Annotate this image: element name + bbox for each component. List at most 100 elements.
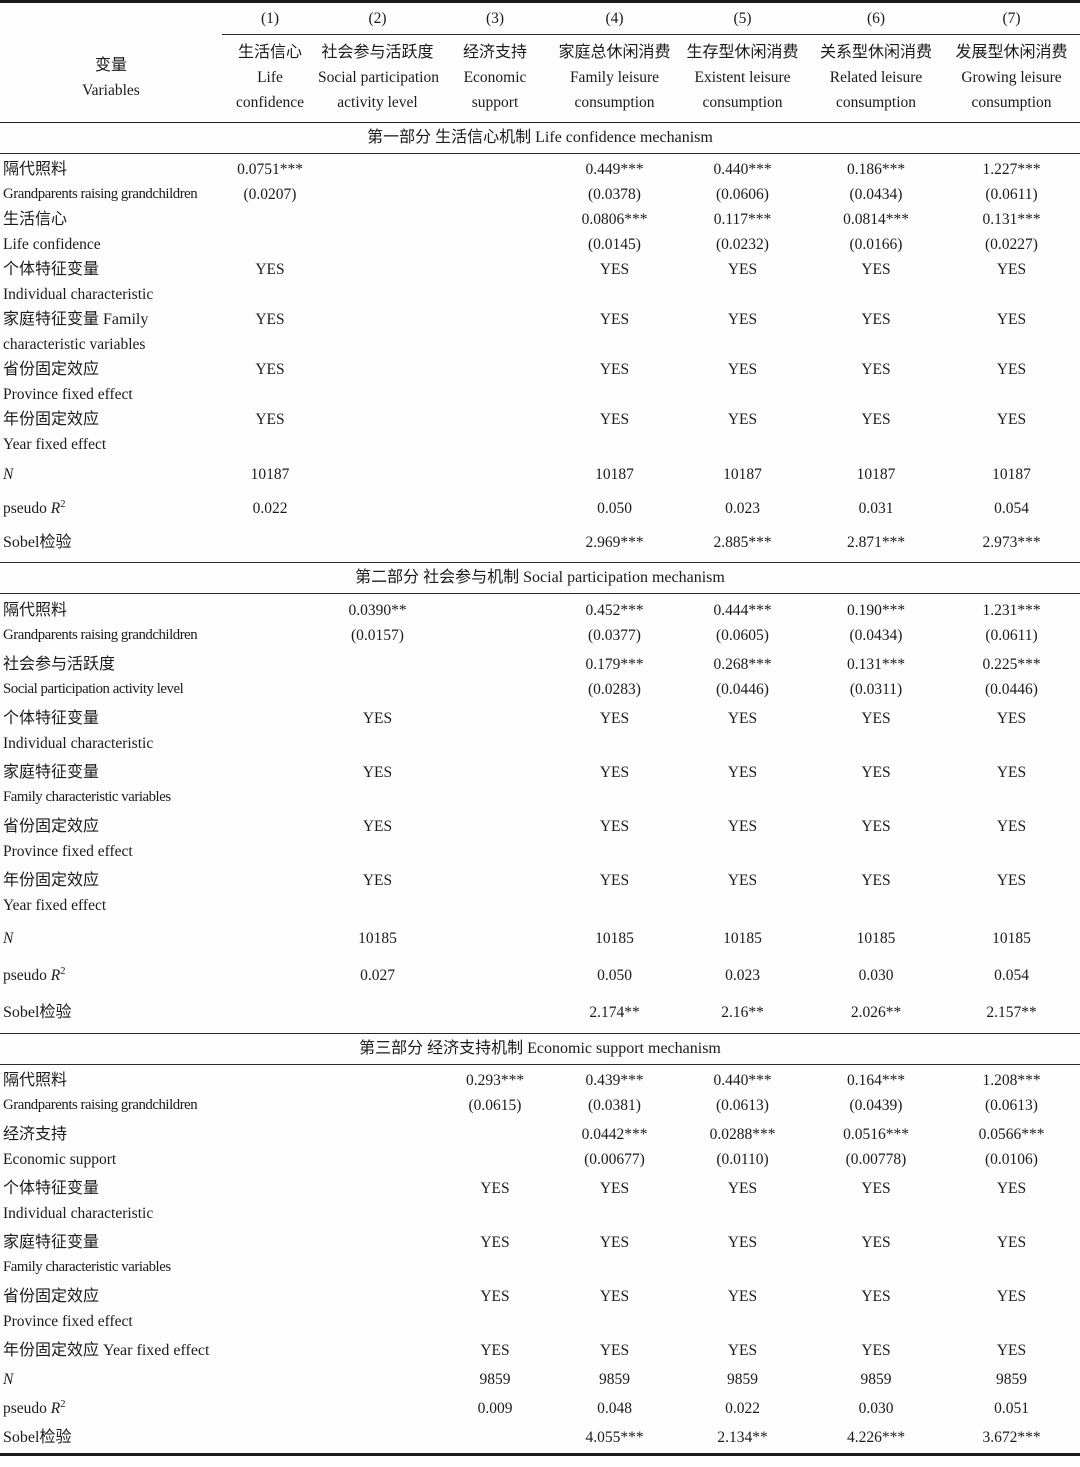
value-line: [809, 1309, 943, 1334]
value-cell: [222, 868, 318, 918]
value-cell: [437, 496, 553, 521]
value-cell: [318, 1284, 437, 1334]
value-line: YES: [861, 1342, 891, 1359]
row-label: 个体特征变量 Individual characteristic: [0, 1176, 222, 1226]
table-row: 隔代照料 Grandparents raising grandchildren 0.…: [0, 596, 1080, 650]
value-line: 0.051: [994, 1400, 1029, 1417]
row-label: 省份固定效应 Province fixed effect: [0, 1284, 222, 1334]
value-cell: YES: [943, 706, 1080, 756]
row-label-line: 隔代照料: [3, 602, 68, 619]
value-cell: [222, 814, 318, 864]
value-line: [222, 706, 318, 731]
value-cell: YES: [809, 307, 943, 357]
value-line: [222, 814, 318, 839]
corner-spacer: [0, 3, 222, 35]
value-line: [437, 432, 553, 457]
value-line: (0.0145): [588, 236, 641, 253]
column-header-zh: 生活信心: [237, 44, 302, 61]
value-line: (0.0311): [849, 681, 903, 698]
row-label: 家庭特征变量 Family characteristic variables: [0, 760, 222, 810]
value-line: 0.009: [477, 1400, 513, 1417]
row-label: 省份固定效应 Province fixed effect: [0, 357, 222, 407]
table-row: pseudo R2 0.009 0.048 0.022 0.030 0.051: [0, 1394, 1080, 1423]
value-line: YES: [861, 1234, 891, 1251]
value-line: YES: [727, 261, 758, 278]
value-line: [222, 1396, 318, 1421]
value-cell: 10185: [943, 926, 1080, 951]
column-header-zh: 发展型休闲消费: [955, 44, 1068, 61]
column-header: 家庭总休闲消费 Family leisure consumption: [553, 40, 676, 115]
value-line: (0.0157): [351, 627, 404, 644]
column-number: (7): [943, 3, 1080, 35]
column-number: (5): [676, 3, 809, 35]
value-line: 0.023: [725, 499, 760, 517]
value-cell: YES: [222, 257, 318, 307]
value-line: [222, 839, 318, 864]
value-line: 0.444***: [713, 602, 772, 619]
value-line: 1.231***: [982, 602, 1041, 619]
value-line: [222, 1255, 318, 1280]
value-cell: YES: [676, 868, 809, 918]
value-line: 0.440***: [713, 1072, 772, 1089]
value-cell: [318, 307, 437, 357]
value-line: [943, 1309, 1080, 1334]
value-line: [809, 332, 943, 357]
value-line: YES: [599, 1180, 630, 1197]
value-cell: [318, 1230, 437, 1280]
value-cell: YES: [943, 868, 1080, 918]
table-row: Sobel检验 2.174** 2.16** 2.026** 2.157**: [0, 994, 1080, 1031]
value-line: [437, 257, 553, 282]
value-cell: [318, 407, 437, 457]
row-label-line: N: [3, 930, 14, 947]
value-line: [318, 1093, 437, 1118]
table-row: 家庭特征变量 Family characteristic variables YES…: [0, 307, 1080, 357]
value-line: [318, 530, 437, 555]
row-label-line: Individual characteristic: [3, 1205, 154, 1222]
column-header-zh: 关系型休闲消费: [819, 44, 932, 61]
table-row: 隔代照料 Grandparents raising grandchildren 0.…: [0, 1066, 1080, 1120]
column-header-en2: consumption: [971, 94, 1052, 111]
table-row: 年份固定效应 Year fixed effect YES YES YES YES YES: [0, 866, 1080, 920]
value-line: [318, 1000, 437, 1025]
value-line: [318, 785, 437, 810]
value-cell: 0.452*** (0.0377): [553, 598, 676, 648]
value-cell: YES: [553, 407, 676, 457]
value-cell: 0.023: [676, 496, 809, 521]
value-line: (0.0605): [716, 627, 769, 644]
value-line: [809, 893, 943, 918]
row-label: 个体特征变量 Individual characteristic: [0, 706, 222, 756]
row-label-line: Province fixed effect: [3, 1313, 133, 1330]
value-line: [222, 963, 318, 988]
row-label-line: 省份固定效应: [3, 818, 100, 835]
value-cell: 0.225*** (0.0446): [943, 652, 1080, 702]
value-line: [437, 282, 553, 307]
value-cell: YES: [943, 257, 1080, 307]
value-cell: 0.131*** (0.0227): [943, 207, 1080, 257]
value-line: [222, 868, 318, 893]
value-cell: 10185: [318, 926, 437, 951]
column-number-row: (1) (2) (3) (4) (5) (6) (7): [0, 3, 1080, 35]
value-cell: 0.164*** (0.0439): [809, 1068, 943, 1118]
value-line: [437, 530, 553, 555]
value-cell: [222, 1122, 318, 1172]
value-line: 0.050: [597, 499, 632, 517]
value-cell: 9859: [943, 1367, 1080, 1392]
value-line: 0.268***: [713, 656, 772, 673]
value-line: YES: [727, 1234, 758, 1251]
value-line: 0.0442***: [581, 1126, 648, 1143]
value-line: YES: [996, 261, 1027, 278]
value-line: (0.0439): [849, 1097, 903, 1114]
value-line: YES: [599, 411, 630, 428]
value-cell: YES: [809, 407, 943, 457]
value-cell: YES: [318, 706, 437, 756]
value-line: [222, 893, 318, 918]
value-line: 10185: [358, 930, 397, 947]
value-cell: YES: [222, 407, 318, 457]
value-cell: [222, 1230, 318, 1280]
row-label-line: Sobel检验: [3, 533, 72, 551]
value-cell: YES: [943, 357, 1080, 407]
row-label-line: pseudo R2: [3, 1398, 66, 1417]
column-number: (1): [222, 3, 318, 35]
value-line: 4.226***: [846, 1429, 906, 1446]
value-line: [222, 207, 318, 232]
